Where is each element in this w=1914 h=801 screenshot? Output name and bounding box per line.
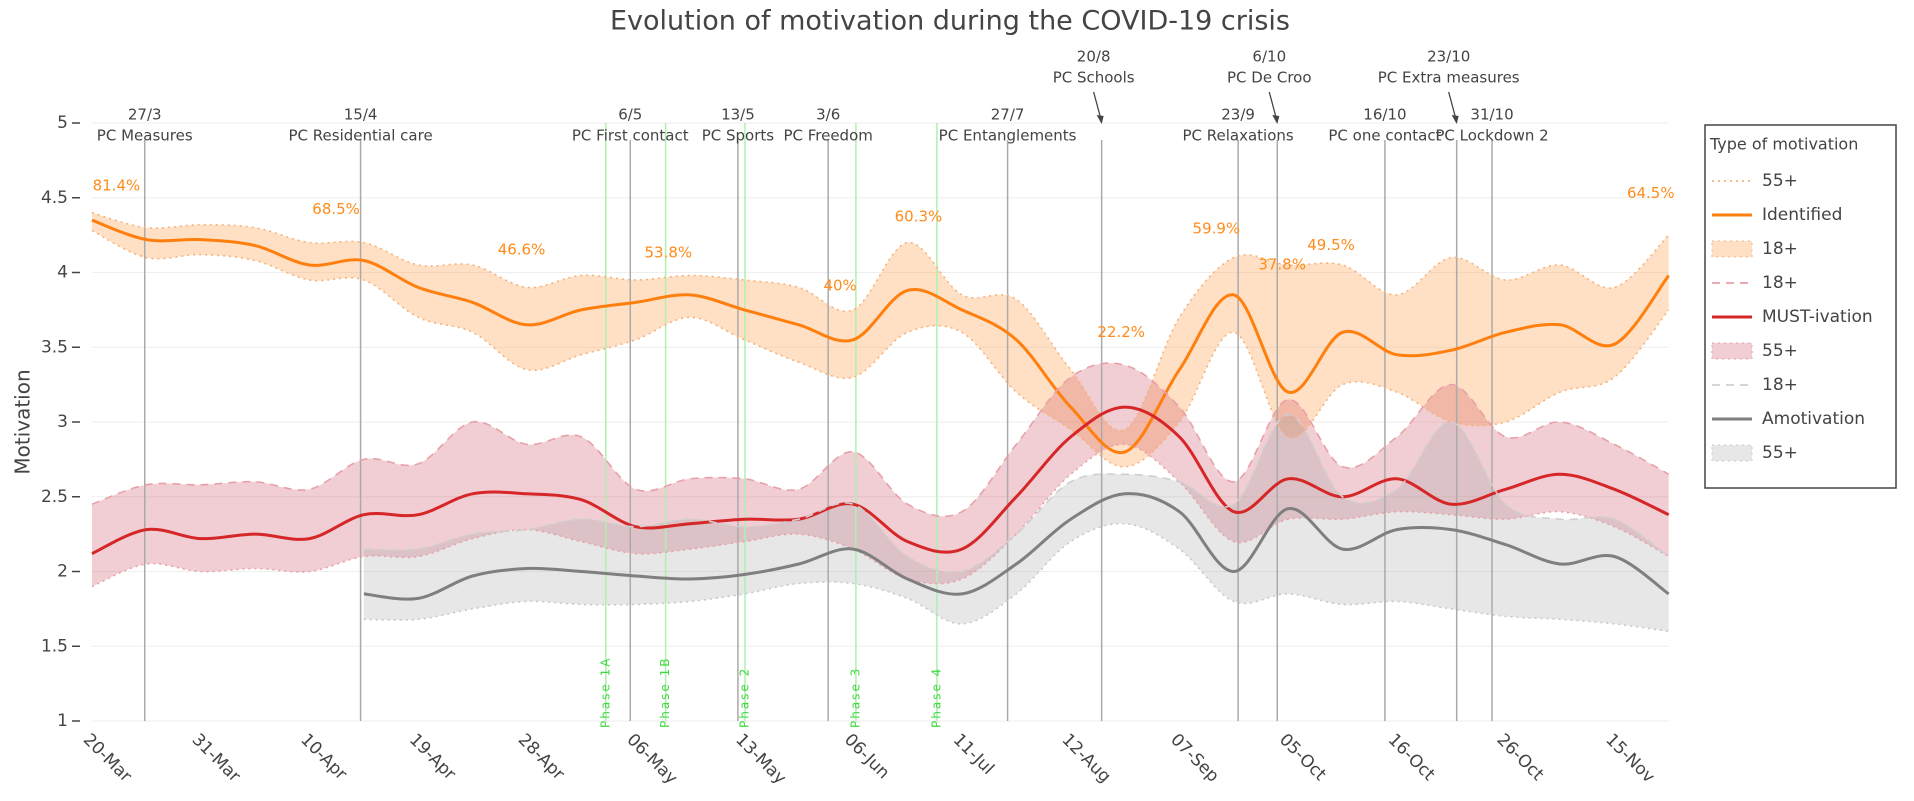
event-date: 13/5 [721, 106, 755, 124]
x-tick-label: 11-Jul [949, 730, 998, 779]
annotation: 59.9% [1193, 220, 1241, 238]
legend-label: 55+ [1762, 443, 1798, 463]
y-tick-label: 1.5 [41, 636, 68, 656]
annotation: 60.3% [895, 208, 943, 226]
y-tick-label: 4 [57, 263, 68, 283]
line-layer [91, 211, 1670, 633]
annotation: 68.5% [312, 200, 360, 218]
x-tick-label: 06-May [623, 730, 682, 789]
event-label: PC First contact [572, 127, 689, 145]
event-date: 20/8 [1077, 48, 1111, 66]
y-tick-label: 3.5 [41, 337, 68, 357]
event-date: 23/10 [1427, 48, 1470, 66]
x-tick-label: 26-Oct [1493, 730, 1548, 785]
x-tick-label: 10-Apr [296, 730, 350, 784]
event-arrowhead [1451, 115, 1459, 124]
legend-label: MUST-ivation [1762, 307, 1873, 327]
y-tick-label: 1 [57, 711, 68, 731]
event-label: PC Lockdown 2 [1435, 127, 1548, 145]
event-date: 31/10 [1470, 106, 1513, 124]
legend-title: Type of motivation [1709, 135, 1858, 154]
event-label: PC Freedom [783, 127, 872, 145]
phase-label: Phase 1B [658, 656, 672, 728]
series-line [363, 492, 1670, 601]
legend-swatch [1711, 342, 1753, 360]
legend-label: Identified [1762, 205, 1842, 225]
annotation: 22.2% [1097, 323, 1145, 341]
background-layer [92, 122, 1669, 722]
series-line [91, 218, 1670, 455]
event-label: PC Measures [97, 127, 193, 145]
band-edge [363, 522, 1669, 633]
x-tick-label: 13-May [731, 730, 790, 789]
band-fill [92, 363, 1669, 587]
x-tick-label: 28-Apr [514, 730, 568, 784]
event-date: 27/7 [991, 106, 1025, 124]
event-date: 15/4 [344, 106, 378, 124]
x-tick-label: 16-Oct [1384, 730, 1439, 785]
event-label: PC De Croo [1227, 69, 1312, 87]
y-tick-label: 2.5 [41, 487, 68, 507]
legend-label: 55+ [1762, 171, 1798, 191]
legend-box [1704, 124, 1897, 489]
annotation: 40% [823, 276, 856, 294]
event-date: 3/6 [816, 106, 840, 124]
annotation: 81.4% [93, 176, 141, 194]
band-fill [363, 414, 1669, 632]
event-label: PC Entanglements [939, 127, 1077, 145]
legend-swatch [1711, 444, 1753, 462]
event-date: 6/5 [618, 106, 642, 124]
annotation: 49.5% [1307, 236, 1355, 254]
x-tick-label: 15-Nov [1601, 730, 1658, 787]
event-arrowhead [1096, 115, 1104, 124]
annotation: 46.6% [498, 241, 546, 259]
event-label: PC Residential care [288, 127, 432, 145]
x-tick-label: 05-Oct [1275, 730, 1330, 785]
event-date: 6/10 [1252, 48, 1286, 66]
event-date: 27/3 [128, 106, 162, 124]
chart-title: Evolution of motivation during the COVID… [610, 6, 1290, 37]
x-tick-label: 20-Mar [79, 730, 135, 786]
event-date: 23/9 [1221, 106, 1255, 124]
event-arrowhead [1272, 115, 1280, 124]
x-tick-label: 06-Jun [840, 730, 893, 783]
legend-label: 18+ [1762, 239, 1798, 259]
annotation: 53.8% [644, 244, 692, 262]
event-label: PC Relaxations [1182, 127, 1293, 145]
phase-label: Phase 3 [848, 667, 862, 728]
annotation: 64.5% [1627, 184, 1675, 202]
y-tick-label: 3 [57, 412, 68, 432]
event-layer [143, 123, 1493, 721]
event-label: PC Extra measures [1378, 69, 1520, 87]
event-label: PC Schools [1053, 69, 1135, 87]
event-label: PC Sports [702, 127, 775, 145]
legend-label: 55+ [1762, 341, 1798, 361]
x-tick-label: 19-Apr [405, 730, 459, 784]
phase-label: Phase 1A [598, 657, 612, 729]
event-label: PC one contact [1328, 127, 1441, 145]
annotation: 37.8% [1258, 256, 1306, 274]
band-edge [91, 362, 1670, 518]
band-fill [92, 212, 1669, 467]
x-tick-label: 12-Aug [1058, 730, 1115, 787]
legend-label: 18+ [1762, 375, 1798, 395]
phase-label: Phase 4 [929, 667, 943, 728]
y-tick-label: 2 [57, 562, 68, 582]
band-edge [363, 413, 1670, 574]
band-layer [92, 212, 1669, 632]
legend-label: Amotivation [1762, 409, 1865, 429]
x-tick-label: 31-Mar [188, 730, 244, 786]
legend-label: 18+ [1762, 273, 1798, 293]
x-tick-label: 07-Sep [1166, 730, 1222, 786]
band-edge [91, 211, 1670, 432]
legend-swatch [1711, 240, 1753, 258]
series-line [91, 405, 1670, 555]
y-tick-label: 4.5 [41, 188, 68, 208]
phase-label: Phase 2 [737, 667, 751, 728]
event-date: 16/10 [1363, 106, 1406, 124]
y-axis-label: Motivation [11, 369, 35, 474]
y-tick-label: 5 [57, 113, 68, 133]
